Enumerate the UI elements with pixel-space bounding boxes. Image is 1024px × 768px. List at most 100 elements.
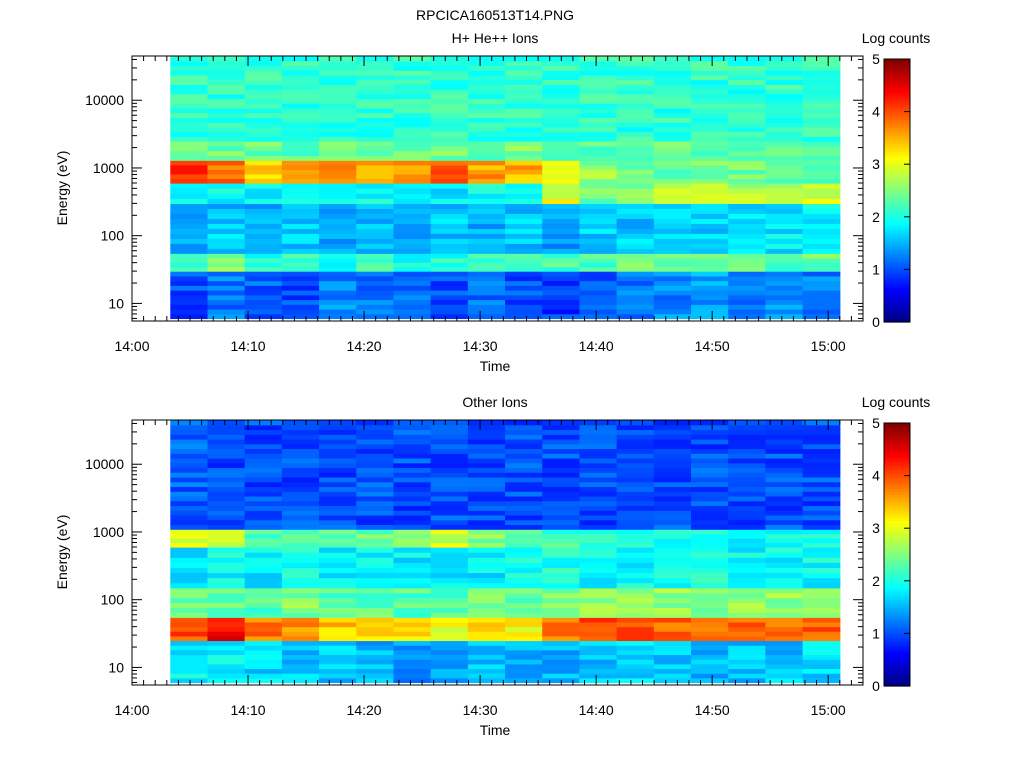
heatmap-cell: [765, 443, 804, 450]
heatmap-cell: [244, 208, 283, 214]
heatmap-cell: [691, 238, 729, 244]
colorbar-step: [884, 604, 910, 608]
heatmap-cell: [542, 262, 581, 268]
heatmap-cell: [653, 510, 692, 516]
heatmap-cell: [728, 275, 766, 282]
heatmap-cell: [691, 65, 729, 71]
heatmap-cell: [170, 481, 209, 488]
heatmap-cell: [281, 592, 320, 599]
colorbar-step: [884, 557, 910, 561]
heatmap-cell: [170, 668, 209, 674]
heatmap-cell: [691, 472, 729, 478]
heatmap-cell: [207, 198, 246, 204]
heatmap-cell: [356, 486, 395, 492]
heatmap-cell: [430, 557, 469, 563]
heatmap-cell: [467, 443, 506, 450]
heatmap-cell: [691, 448, 729, 454]
heatmap-cell: [281, 169, 320, 175]
heatmap-cell: [356, 70, 395, 76]
heatmap-cell: [505, 218, 543, 224]
heatmap-cell: [281, 262, 320, 268]
heatmap-cell: [430, 491, 469, 497]
heatmap-cell: [430, 582, 469, 589]
heatmap-cell: [616, 188, 655, 194]
colorbar-step: [884, 501, 910, 506]
heatmap-cell: [393, 203, 432, 209]
heatmap-cell: [170, 203, 209, 209]
heatmap-cell: [579, 677, 618, 684]
heatmap-cell: [393, 266, 432, 272]
heatmap-cell: [319, 420, 357, 426]
heatmap-cell: [393, 112, 432, 118]
heatmap-cell: [542, 60, 581, 67]
heatmap-cell: [542, 193, 581, 199]
heatmap-cell: [616, 524, 655, 530]
heatmap-cell: [691, 223, 729, 229]
heatmap-cell: [728, 552, 766, 558]
heatmap-cell: [542, 577, 581, 584]
colorbar-step: [884, 633, 910, 637]
heatmap-cell: [393, 552, 432, 558]
heatmap-cell: [207, 164, 246, 170]
heatmap-cell: [728, 587, 766, 594]
heatmap-cell: [616, 313, 655, 320]
heatmap-cell: [467, 299, 506, 305]
heatmap-cell: [542, 668, 581, 674]
heatmap-cell: [170, 299, 209, 305]
heatmap-cell: [728, 299, 766, 305]
colorbar-step: [884, 683, 910, 687]
heatmap-cell: [281, 299, 320, 305]
heatmap-cell: [467, 486, 506, 492]
heatmap-cell: [207, 654, 246, 660]
heatmap-cell: [802, 308, 841, 315]
colorbar-frame: [883, 422, 911, 687]
heatmap-cell: [281, 546, 320, 553]
heatmap-cell: [170, 257, 209, 263]
heatmap-cell: [430, 472, 469, 478]
heatmap-cell: [653, 238, 692, 244]
heatmap-cell: [691, 280, 729, 286]
heatmap-cell: [728, 93, 766, 100]
colorbar-step: [884, 248, 910, 252]
heatmap-cell: [244, 275, 283, 282]
heatmap-cell: [802, 182, 841, 189]
heatmap-cell: [393, 567, 432, 574]
heatmap-cell: [765, 602, 804, 609]
heatmap-cell: [207, 592, 246, 599]
heatmap-cell: [244, 70, 283, 76]
heatmap-cell: [765, 271, 804, 277]
heatmap-cell: [616, 285, 655, 291]
colorbar-step: [884, 237, 910, 242]
heatmap-cell: [319, 505, 357, 511]
heatmap-cell: [356, 112, 395, 118]
heatmap-cell: [802, 491, 841, 497]
heatmap-cell: [765, 218, 804, 224]
heatmap-cell: [579, 262, 618, 268]
colorbar-label: Log counts: [862, 394, 931, 410]
heatmap-cell: [653, 462, 692, 469]
colorbar-step: [884, 198, 910, 202]
heatmap-cell: [653, 505, 692, 511]
heatmap-cell: [802, 635, 841, 642]
heatmap-cell: [319, 668, 357, 674]
heatmap-cell: [170, 505, 209, 511]
heatmap-cell: [616, 529, 655, 535]
heatmap-cell: [244, 213, 283, 219]
heatmap-cell: [542, 271, 581, 277]
heatmap-cell: [244, 438, 283, 445]
heatmap-cell: [281, 141, 320, 147]
heatmap-cell: [356, 126, 395, 133]
colorbar-step: [884, 72, 910, 76]
heatmap-cell: [728, 280, 766, 286]
heatmap-cell: [691, 243, 729, 249]
heatmap-cell: [653, 434, 692, 440]
colorbar-step: [884, 101, 910, 105]
heatmap-cell: [653, 84, 692, 90]
heatmap-cell: [802, 645, 841, 651]
heatmap-cell: [616, 572, 655, 579]
heatmap-cell: [430, 285, 469, 291]
heatmap-cell: [802, 617, 841, 623]
heatmap-cell: [467, 602, 506, 609]
heatmap-cell: [430, 621, 469, 628]
heatmap-cell: [505, 476, 543, 483]
